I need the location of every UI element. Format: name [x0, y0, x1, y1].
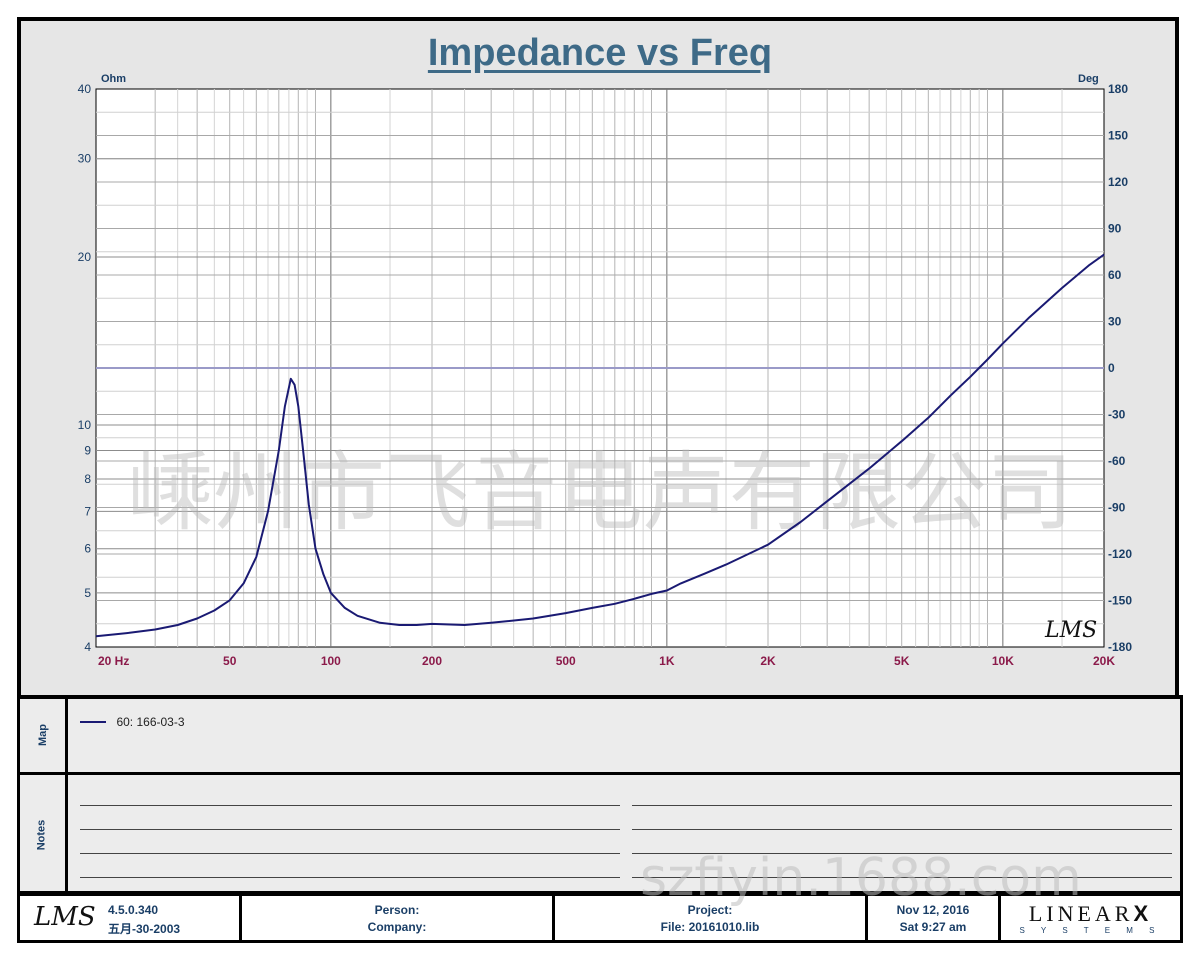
footer-person-cell: Person: Company: [242, 896, 555, 940]
chart-title: Impedance vs Freq [427, 32, 773, 74]
y2-tick-label: -150 [1108, 594, 1132, 608]
lms-chart-logo: LMS [1044, 618, 1097, 643]
y-tick-label: 9 [84, 443, 91, 457]
footer-project-cell: Project: File: 20161010.lib [555, 896, 868, 940]
y-tick-label: 8 [84, 472, 91, 486]
y2-tick-label: -180 [1108, 640, 1132, 654]
x-tick-label: 50 [223, 654, 237, 668]
legend-series-name: 60: 166-03-3 [116, 714, 185, 729]
x-tick-label: 5K [894, 654, 910, 668]
y-tick-label: 20 [78, 250, 92, 264]
legend-swatch [80, 720, 106, 723]
y-tick-label: 40 [78, 82, 92, 96]
notes-label: Notes [35, 819, 48, 851]
y-tick-label: 4 [84, 640, 91, 654]
y-tick-labels: 4 5 6 7 8 9 10 20 30 40 [78, 82, 92, 654]
right-axis-unit: Deg [1078, 73, 1099, 85]
x-tick-label: 2K [760, 654, 776, 668]
footer-bar: LMS 4.5.0.340 五月-30-2003 Person: Company… [17, 893, 1183, 943]
y-tick-label: 10 [78, 418, 92, 432]
map-label-cell: Map [20, 699, 68, 772]
x-tick-label: 100 [321, 654, 341, 668]
notes-lines-right [632, 775, 1172, 891]
left-axis-unit: Ohm [101, 73, 126, 85]
x-tick-label: 500 [556, 654, 576, 668]
y2-tick-label: -120 [1108, 547, 1132, 561]
map-panel: Map 60: 166-03-3 [17, 695, 1183, 775]
y-tick-label: 30 [78, 152, 92, 166]
y2-tick-label: -90 [1108, 501, 1126, 515]
chart-watermark: 嵊州市飞音电声有限公司 [127, 443, 1073, 543]
software-version: 4.5.0.340 [108, 903, 159, 917]
impedance-chart: 20 Hz 50 100 200 500 1K 2K 5K 10K 20K 4 5 6 7 8 9 10 20 3… [78, 73, 1133, 668]
notes-panel: Notes [17, 772, 1183, 894]
map-label: Map [37, 724, 49, 746]
y2-tick-label: 90 [1108, 222, 1122, 236]
y2-tick-label: 120 [1108, 175, 1128, 189]
notes-lines-left [80, 775, 620, 891]
file-label: File: 20161010.lib [660, 920, 760, 934]
y-tick-label: 6 [84, 542, 91, 556]
notes-label-cell: Notes [20, 775, 68, 891]
footer-lms-logo: LMS [34, 902, 96, 932]
x-tick-label: 20K [1093, 654, 1115, 668]
report-date: Nov 12, 2016 [896, 903, 970, 917]
y2-tick-label: 0 [1108, 361, 1115, 375]
y2-tick-label: -30 [1108, 408, 1126, 422]
y2-tick-label: 30 [1108, 315, 1122, 329]
y2-tick-label: 150 [1108, 129, 1128, 143]
x-tick-label: 1K [659, 654, 675, 668]
y2-tick-label: 60 [1108, 268, 1122, 282]
y2-tick-labels: 180 150 120 90 60 30 0 -30 -60 -90 -120 -150 -180 [1108, 82, 1132, 654]
y-tick-label: 7 [84, 504, 91, 518]
brand-linear: LINEAR [1028, 901, 1134, 926]
company-label: Company: [367, 920, 427, 934]
linearx-brand: LINEARX S Y S T E M S [1001, 896, 1180, 940]
y2-tick-label: -60 [1108, 454, 1126, 468]
y2-tick-label: 180 [1108, 82, 1128, 96]
y-tick-label: 5 [84, 586, 91, 600]
x-tick-label: 10K [992, 654, 1014, 668]
legend-entry: 60: 166-03-3 [80, 713, 185, 729]
series-line-impedance [95, 253, 1105, 638]
report-time: Sat 9:27 am [899, 920, 967, 934]
brand-systems: S Y S T E M S [1019, 926, 1162, 935]
x-tick-labels: 20 Hz 50 100 200 500 1K 2K 5K 10K 20K [98, 654, 1115, 668]
build-date: 五月-30-2003 [108, 922, 181, 936]
footer-date-cell: Nov 12, 2016 Sat 9:27 am [868, 896, 1001, 940]
person-label: Person: [374, 903, 420, 917]
project-label: Project: [687, 903, 733, 917]
x-tick-label: 20 Hz [98, 654, 129, 668]
footer-version-cell: LMS 4.5.0.340 五月-30-2003 [20, 896, 242, 940]
x-tick-label: 200 [422, 654, 442, 668]
brand-x: X [1133, 901, 1153, 926]
